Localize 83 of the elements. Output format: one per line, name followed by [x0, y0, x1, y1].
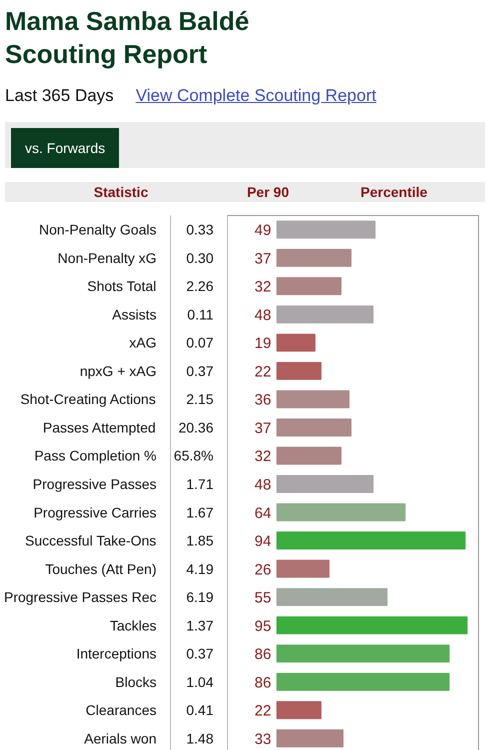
text: 6.19	[186, 589, 214, 606]
text: 1.37	[186, 618, 214, 634]
bar	[276, 475, 374, 494]
text: 0.07	[186, 334, 214, 351]
bar	[276, 220, 376, 239]
data-label: 94	[254, 533, 272, 550]
bar	[276, 701, 322, 720]
bar	[276, 418, 352, 437]
chart-title: Mama Samba Baldé Scouting Report	[5, 5, 250, 70]
bar	[276, 390, 350, 408]
data-label: 19	[254, 335, 272, 352]
data-label: 26	[254, 562, 272, 579]
bar	[276, 673, 450, 692]
y-tick-label: Blocks	[115, 674, 156, 690]
text: 0.30	[186, 250, 214, 266]
bar	[276, 560, 330, 578]
y-tick-label: Touches (Att Pen)	[45, 561, 157, 578]
y-tick-label: Successful Take-Ons	[25, 532, 156, 549]
bar	[276, 504, 406, 522]
data-label: 86	[254, 646, 272, 664]
y-tick-label: Clearances	[86, 702, 157, 718]
bar	[276, 277, 342, 296]
y-tick-label: Non-Penalty Goals	[38, 222, 157, 238]
text: 0.11	[187, 306, 214, 323]
text: 4.19	[186, 561, 214, 578]
data-label: 95	[254, 618, 272, 636]
data-label: 86	[254, 674, 272, 692]
text: vs. Forwards	[11, 128, 120, 168]
text: 0.37	[186, 363, 214, 380]
data-label: 36	[254, 392, 272, 409]
data-label: 55	[254, 590, 272, 607]
data-label: 22	[254, 364, 272, 381]
y-tick-label: Non-Penalty xG	[58, 250, 157, 266]
text: 0.33	[186, 222, 214, 238]
y-tick-label: Progressive Passes	[32, 476, 156, 492]
data-label: 64	[254, 505, 272, 522]
y-tick-label: Tackles	[110, 618, 157, 634]
y-tick-label: Passes Attempted	[42, 420, 156, 436]
text: 65.8%	[174, 448, 214, 464]
text: 1.04	[186, 674, 214, 690]
y-tick-label: Assists	[112, 306, 157, 323]
text: 1.71	[186, 476, 214, 492]
y-tick-label: Progressive Passes Rec	[4, 589, 157, 606]
text: Per 90	[246, 183, 290, 202]
bar	[276, 616, 468, 635]
data-label: 22	[254, 702, 272, 720]
bar	[276, 644, 450, 663]
bar	[276, 588, 388, 606]
y-tick-label: Aerials won	[84, 730, 157, 747]
bar	[276, 362, 322, 380]
bar	[276, 532, 466, 550]
text: 20.36	[178, 420, 214, 436]
y-tick-label: Interceptions	[76, 646, 157, 662]
text: 2.15	[186, 391, 214, 408]
y-tick-label: Shot-Creating Actions	[20, 391, 156, 408]
bar	[276, 249, 352, 268]
text: Statistic	[92, 183, 150, 202]
data-label: 33	[254, 731, 272, 748]
data-label: 37	[254, 420, 272, 438]
text: 1.48	[186, 730, 214, 747]
data-label: 32	[254, 448, 272, 466]
text: Percentile	[360, 183, 428, 202]
data-label: 49	[254, 222, 272, 240]
text: 1.85	[186, 532, 214, 549]
bar	[276, 730, 344, 748]
y-tick-label: Shots Total	[87, 278, 156, 294]
text: 1.67	[186, 504, 214, 521]
text: Last 365 Days	[5, 86, 114, 105]
text: View Complete Scouting Report	[136, 86, 376, 105]
y-tick-label: npxG + xAG	[80, 363, 157, 380]
data-label: 37	[254, 250, 272, 268]
text: 0.37	[186, 646, 214, 662]
bar	[276, 447, 342, 465]
data-label: 48	[254, 307, 272, 324]
y-tick-label: xAG	[129, 334, 157, 351]
text: 0.41	[186, 702, 214, 718]
y-tick-label: Pass Completion %	[34, 448, 157, 464]
data-label: 32	[254, 278, 272, 296]
bar	[276, 334, 316, 352]
data-label: 48	[254, 476, 272, 494]
text: 2.26	[186, 278, 214, 294]
y-tick-label: Progressive Carries	[34, 504, 157, 521]
bar	[276, 306, 374, 324]
